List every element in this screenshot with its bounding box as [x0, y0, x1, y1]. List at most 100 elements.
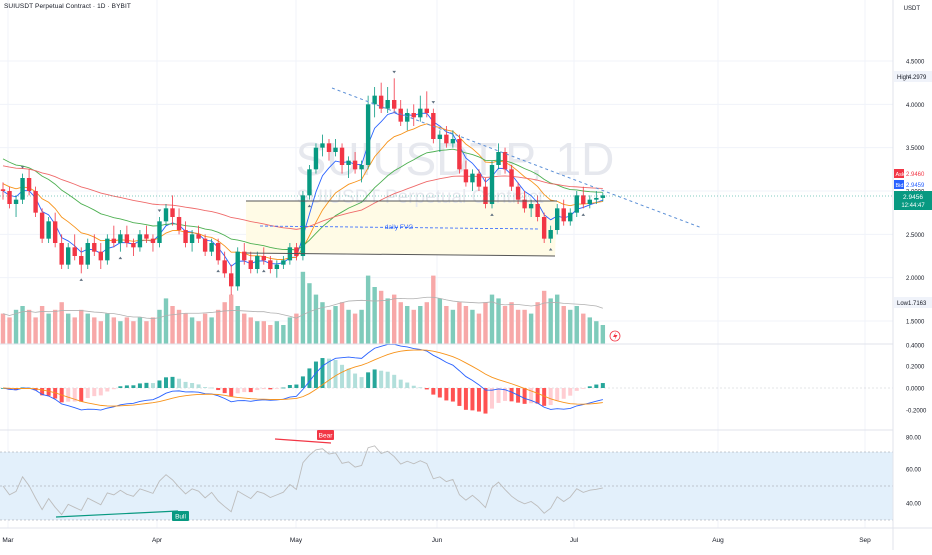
candle[interactable] — [483, 178, 488, 209]
candle[interactable] — [163, 204, 169, 226]
candle[interactable] — [20, 173, 25, 204]
candle[interactable] — [594, 191, 599, 204]
candle[interactable] — [561, 199, 566, 226]
candle[interactable] — [46, 217, 51, 243]
candle[interactable] — [581, 186, 586, 209]
candle[interactable] — [470, 169, 475, 191]
candle[interactable] — [600, 192, 606, 202]
candle-body — [424, 108, 429, 113]
candle[interactable] — [248, 251, 253, 274]
candle[interactable] — [26, 169, 32, 196]
candle[interactable] — [235, 247, 240, 291]
candle[interactable] — [0, 182, 6, 200]
candle[interactable] — [522, 191, 527, 213]
candle[interactable] — [457, 134, 462, 174]
candle[interactable] — [111, 225, 117, 248]
candle[interactable] — [307, 165, 312, 200]
candle[interactable] — [261, 247, 266, 265]
candle[interactable] — [300, 191, 306, 261]
price-axis[interactable]: 4.50004.00003.50003.00002.50002.00001.50… — [892, 0, 927, 550]
candle[interactable] — [378, 82, 384, 113]
candle[interactable] — [509, 165, 514, 191]
candle[interactable] — [359, 160, 364, 183]
time-axis[interactable]: Mar Apr May Jun Jul Aug Sep — [0, 527, 932, 544]
candle[interactable] — [255, 251, 260, 274]
candle[interactable] — [131, 238, 136, 256]
candle[interactable] — [333, 139, 338, 157]
candle[interactable] — [274, 260, 280, 278]
candle[interactable] — [444, 126, 449, 148]
candle[interactable] — [183, 221, 188, 248]
candle[interactable] — [574, 191, 579, 217]
drawings[interactable]: daily FVG — [0, 87, 893, 257]
candle[interactable] — [189, 230, 195, 252]
candle[interactable] — [515, 182, 521, 204]
candle[interactable] — [176, 208, 182, 235]
candle[interactable] — [568, 208, 573, 226]
candle[interactable] — [437, 130, 443, 152]
currency-label[interactable]: USDT — [903, 6, 920, 12]
candle[interactable] — [528, 199, 534, 217]
candle[interactable] — [587, 195, 592, 209]
candle[interactable] — [118, 230, 123, 252]
candle[interactable] — [202, 234, 208, 256]
candle[interactable] — [281, 256, 286, 269]
candle[interactable] — [541, 212, 547, 243]
candle[interactable] — [215, 238, 221, 265]
candle[interactable] — [137, 230, 143, 252]
candle[interactable] — [405, 108, 410, 131]
candle[interactable] — [209, 238, 214, 256]
candle[interactable] — [372, 87, 377, 118]
candle[interactable] — [229, 264, 234, 295]
candle[interactable] — [450, 130, 456, 148]
candle[interactable] — [92, 234, 97, 256]
candle[interactable] — [222, 251, 227, 278]
candle[interactable] — [98, 243, 103, 269]
candle[interactable] — [320, 134, 325, 157]
candle[interactable] — [7, 186, 12, 209]
candle[interactable] — [489, 160, 495, 209]
candle[interactable] — [411, 104, 416, 126]
candle[interactable] — [105, 234, 110, 265]
candle[interactable] — [502, 147, 508, 174]
candle[interactable] — [535, 195, 540, 222]
candle[interactable] — [313, 143, 319, 174]
candle[interactable] — [52, 212, 58, 248]
candle[interactable] — [79, 247, 84, 274]
candle[interactable] — [13, 195, 19, 217]
candle[interactable] — [294, 243, 299, 261]
candle[interactable] — [476, 169, 482, 191]
candle[interactable] — [346, 156, 351, 178]
candle[interactable] — [365, 95, 371, 170]
candle[interactable] — [398, 100, 403, 126]
candle[interactable] — [124, 225, 130, 248]
candle[interactable] — [463, 160, 469, 187]
candle[interactable] — [424, 91, 429, 118]
candle[interactable] — [39, 208, 45, 243]
candle[interactable] — [242, 243, 247, 265]
candle[interactable] — [392, 78, 397, 113]
candle[interactable] — [150, 234, 156, 252]
candle[interactable] — [196, 225, 201, 243]
candle[interactable] — [352, 152, 358, 174]
candle[interactable] — [268, 256, 273, 274]
alert-icon[interactable] — [609, 330, 621, 342]
candle[interactable] — [33, 186, 38, 217]
candle[interactable] — [326, 139, 332, 161]
candle[interactable] — [59, 234, 64, 269]
candle[interactable] — [548, 225, 553, 243]
candle[interactable] — [66, 243, 71, 269]
candle[interactable] — [385, 87, 390, 113]
candle[interactable] — [144, 225, 149, 243]
candle[interactable] — [157, 217, 162, 248]
candle[interactable] — [339, 143, 345, 174]
candle[interactable] — [496, 143, 501, 170]
candle[interactable] — [555, 204, 560, 235]
candle[interactable] — [170, 195, 175, 226]
candle[interactable] — [85, 238, 90, 269]
symbol-title[interactable]: SUIUSDT Perpetual Contract · 1D · BYBIT — [4, 3, 131, 10]
candle[interactable] — [72, 234, 77, 261]
candle[interactable] — [418, 95, 423, 122]
